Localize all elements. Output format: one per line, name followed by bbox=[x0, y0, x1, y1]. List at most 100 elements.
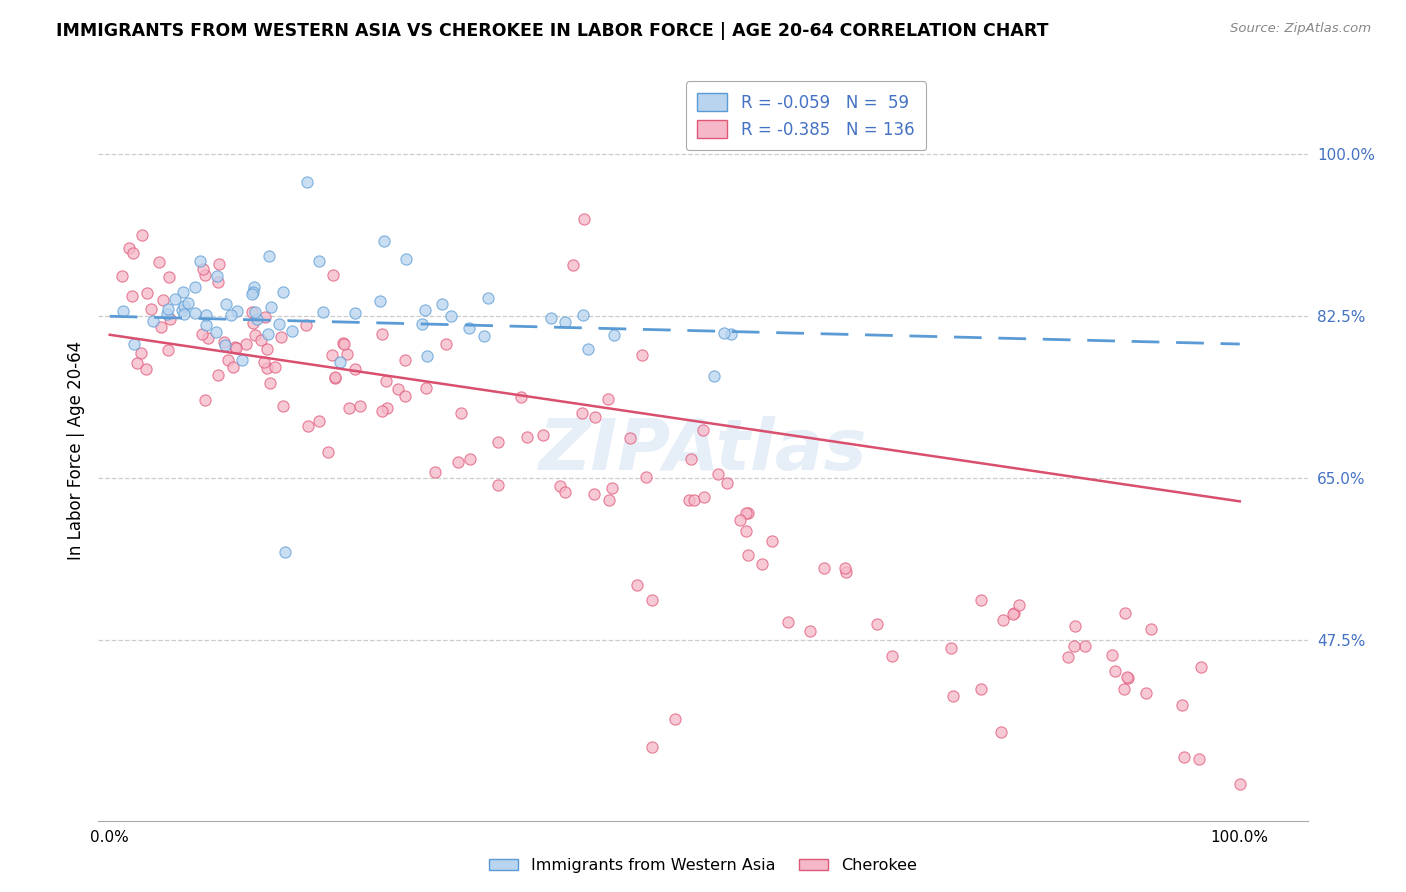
Point bbox=[377, 401, 399, 415]
Point bbox=[259, 249, 281, 263]
Point bbox=[368, 293, 391, 308]
Point bbox=[195, 308, 218, 322]
Point bbox=[207, 368, 229, 382]
Point bbox=[1173, 750, 1195, 764]
Point bbox=[834, 565, 856, 579]
Point bbox=[737, 506, 759, 520]
Legend: R = -0.059   N =  59, R = -0.385   N = 136: R = -0.059 N = 59, R = -0.385 N = 136 bbox=[686, 81, 927, 150]
Point bbox=[242, 317, 264, 331]
Point bbox=[332, 335, 354, 350]
Point bbox=[1188, 752, 1211, 766]
Point bbox=[1139, 622, 1161, 636]
Point bbox=[664, 712, 686, 726]
Point bbox=[423, 465, 446, 479]
Point bbox=[735, 524, 758, 538]
Point bbox=[191, 327, 214, 342]
Point bbox=[574, 212, 596, 227]
Point bbox=[970, 681, 993, 696]
Point bbox=[270, 330, 292, 344]
Point bbox=[269, 318, 291, 332]
Point bbox=[371, 327, 394, 342]
Point bbox=[713, 326, 735, 341]
Point bbox=[1171, 698, 1194, 713]
Point bbox=[458, 321, 481, 335]
Point bbox=[221, 308, 243, 322]
Point bbox=[1189, 660, 1212, 674]
Point bbox=[208, 257, 231, 271]
Point bbox=[510, 390, 533, 404]
Point bbox=[343, 362, 366, 376]
Point bbox=[349, 399, 371, 413]
Point bbox=[394, 353, 416, 368]
Point bbox=[737, 548, 759, 562]
Point bbox=[150, 320, 173, 334]
Point bbox=[344, 305, 367, 319]
Point bbox=[1118, 671, 1140, 685]
Point bbox=[212, 334, 235, 349]
Point bbox=[152, 293, 174, 308]
Point bbox=[990, 725, 1012, 739]
Point bbox=[111, 268, 134, 283]
Point bbox=[486, 477, 509, 491]
Point bbox=[184, 280, 207, 294]
Point bbox=[1114, 606, 1136, 620]
Point bbox=[799, 624, 821, 638]
Point bbox=[472, 329, 495, 343]
Point bbox=[322, 268, 344, 282]
Point bbox=[603, 328, 626, 343]
Point bbox=[253, 355, 276, 369]
Point bbox=[458, 451, 481, 466]
Point bbox=[600, 481, 623, 495]
Point bbox=[122, 337, 145, 351]
Point bbox=[1135, 686, 1157, 700]
Point bbox=[242, 285, 264, 299]
Point bbox=[156, 301, 179, 316]
Point bbox=[834, 561, 856, 575]
Point bbox=[336, 346, 359, 360]
Point bbox=[582, 487, 605, 501]
Point bbox=[157, 270, 180, 285]
Point bbox=[866, 616, 889, 631]
Point bbox=[373, 234, 395, 248]
Point bbox=[122, 246, 145, 260]
Point bbox=[394, 389, 416, 403]
Point bbox=[245, 328, 267, 343]
Point bbox=[728, 513, 751, 527]
Point bbox=[129, 345, 152, 359]
Point bbox=[323, 370, 346, 384]
Point bbox=[337, 401, 360, 416]
Point bbox=[1007, 598, 1029, 612]
Point bbox=[636, 470, 658, 484]
Point bbox=[274, 545, 297, 559]
Point bbox=[246, 312, 269, 326]
Point bbox=[706, 467, 728, 481]
Point bbox=[880, 649, 903, 664]
Point bbox=[692, 423, 714, 437]
Point bbox=[308, 414, 330, 428]
Point bbox=[598, 492, 620, 507]
Point bbox=[434, 337, 457, 351]
Point bbox=[1064, 619, 1087, 633]
Point bbox=[720, 327, 742, 342]
Point bbox=[477, 292, 499, 306]
Point bbox=[941, 641, 963, 656]
Point bbox=[235, 337, 257, 351]
Point bbox=[217, 352, 239, 367]
Point bbox=[295, 318, 318, 332]
Point bbox=[548, 479, 571, 493]
Point bbox=[630, 348, 652, 362]
Point bbox=[562, 259, 585, 273]
Point bbox=[205, 326, 228, 340]
Point bbox=[540, 310, 562, 325]
Point bbox=[231, 352, 253, 367]
Point bbox=[170, 302, 193, 317]
Point bbox=[413, 303, 436, 318]
Point bbox=[1002, 606, 1025, 620]
Point bbox=[446, 455, 468, 469]
Point bbox=[259, 300, 281, 314]
Point bbox=[193, 268, 215, 282]
Point bbox=[240, 287, 263, 301]
Point bbox=[193, 392, 215, 407]
Point bbox=[641, 739, 664, 754]
Point bbox=[761, 533, 783, 548]
